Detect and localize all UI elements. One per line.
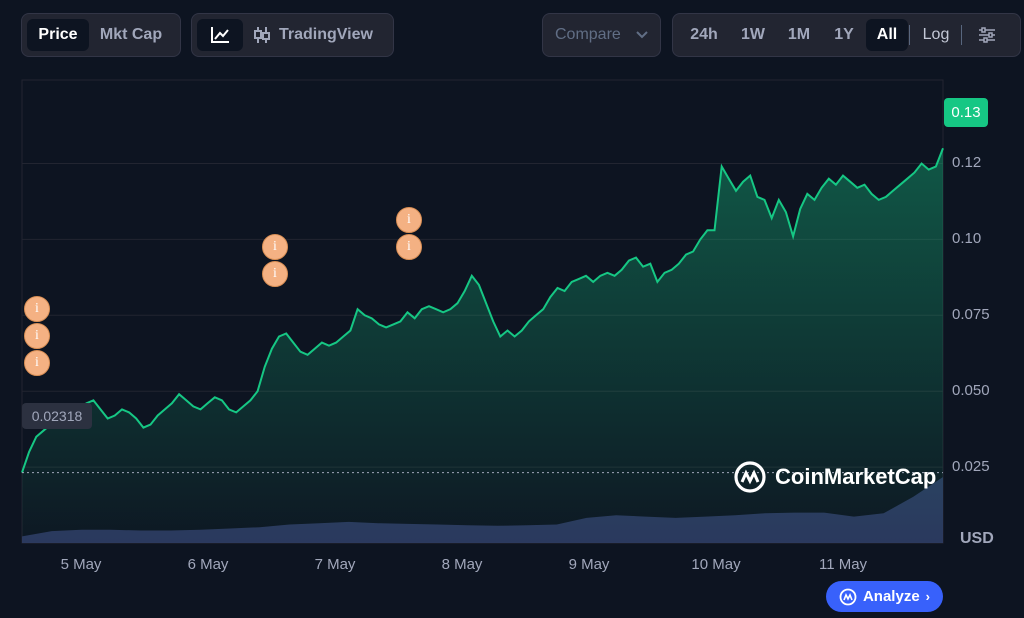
compare-dropdown[interactable]: Compare	[542, 13, 661, 57]
sliders-icon	[979, 27, 995, 43]
y-tick-label: 0.10	[952, 230, 982, 248]
chevron-down-icon	[636, 31, 648, 39]
settings-button[interactable]	[962, 19, 1012, 51]
range-all[interactable]: All	[866, 19, 908, 51]
candlestick-icon	[254, 27, 271, 43]
brand-name: CoinMarketCap	[775, 464, 937, 489]
range-1w[interactable]: 1W	[741, 26, 765, 43]
divider	[961, 25, 962, 45]
price-mktcap-toggle: Price Mkt Cap	[21, 13, 181, 57]
event-marker[interactable]: i	[262, 234, 288, 260]
x-tick-label: 10 May	[691, 556, 741, 573]
x-tick-label: 6 May	[187, 556, 229, 573]
x-tick-label: 11 May	[818, 556, 868, 573]
range-24h[interactable]: 24h	[690, 26, 718, 43]
price-line	[21, 147, 944, 473]
coinmarketcap-watermark: CoinMarketCap	[733, 460, 936, 494]
range-buttons: 24h 1W 1M 1Y All	[678, 19, 908, 51]
y-tick-label: 0.025	[952, 458, 990, 476]
price-area-fill	[22, 148, 943, 544]
chevron-right-icon: ›	[925, 589, 931, 604]
analyze-icon	[839, 588, 857, 605]
y-tick-label: 0.050	[952, 382, 990, 400]
current-price-badge: 0.13	[944, 98, 988, 127]
event-marker[interactable]: i	[24, 323, 50, 349]
divider	[909, 25, 910, 45]
tradingview-label: TradingView	[279, 26, 373, 43]
event-marker[interactable]: i	[24, 350, 50, 376]
x-tick-label: 5 May	[60, 556, 102, 573]
x-tick-label: 9 May	[568, 556, 610, 573]
tab-mkt-cap[interactable]: Mkt Cap	[99, 26, 163, 43]
x-tick-label: 8 May	[441, 556, 483, 573]
log-toggle-button[interactable]: Log	[922, 26, 950, 43]
event-marker[interactable]: i	[262, 261, 288, 287]
range-1y[interactable]: 1Y	[834, 26, 854, 43]
analyze-label: Analyze	[862, 588, 920, 605]
tradingview-button[interactable]: TradingView	[243, 19, 383, 51]
tab-price[interactable]: Price	[27, 19, 89, 51]
coinmarketcap-logo-icon	[734, 461, 766, 493]
compare-label: Compare	[555, 26, 621, 43]
time-range-group: 24h 1W 1M 1Y All Log	[672, 13, 1021, 57]
event-marker[interactable]: i	[396, 234, 422, 260]
chart-type-toggle: TradingView	[191, 13, 394, 57]
y-tick-label: 0.12	[952, 154, 982, 172]
start-price-badge: 0.02318	[22, 403, 92, 429]
currency-label: USD	[960, 530, 994, 547]
analyze-button[interactable]: Analyze ›	[826, 581, 943, 612]
line-chart-icon	[211, 27, 229, 43]
line-chart-button[interactable]	[197, 19, 243, 51]
x-tick-label: 7 May	[314, 556, 356, 573]
event-marker[interactable]: i	[396, 207, 422, 233]
range-1m[interactable]: 1M	[787, 26, 811, 43]
event-marker[interactable]: i	[24, 296, 50, 322]
y-tick-label: 0.075	[952, 306, 990, 324]
